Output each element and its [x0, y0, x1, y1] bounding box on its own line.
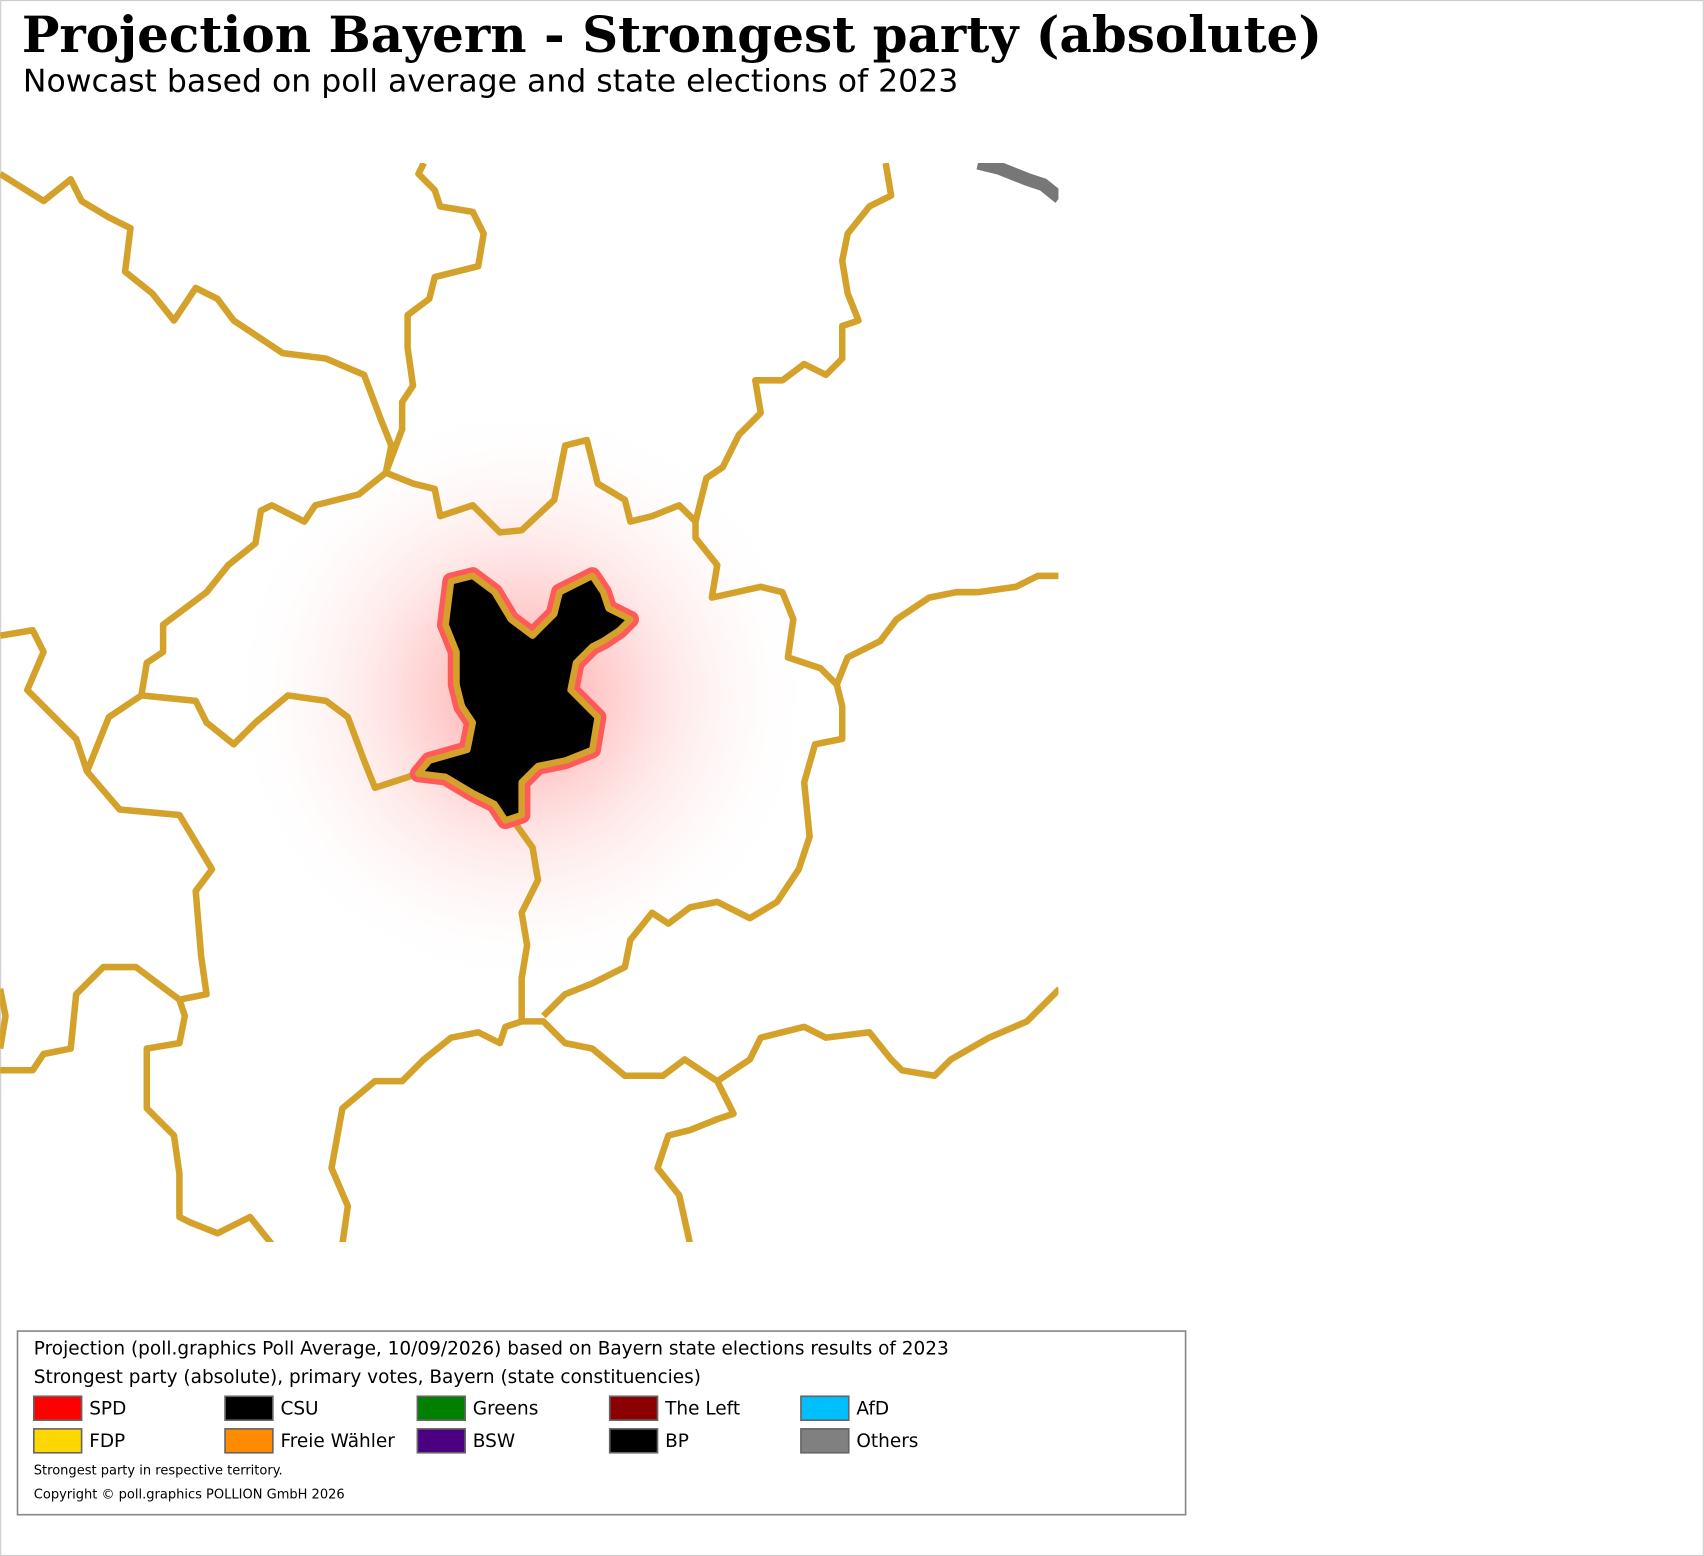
legend-line: Strongest party (absolute), primary vote…	[34, 1367, 701, 1388]
legend-swatch	[224, 1395, 274, 1421]
legend-label: BP	[665, 1431, 689, 1452]
legend-label: CSU	[280, 1398, 318, 1419]
legend-label: Others	[856, 1431, 918, 1452]
legend-swatch	[608, 1428, 659, 1454]
legend-label: AfD	[856, 1398, 889, 1419]
legend-label: Greens	[473, 1398, 539, 1419]
legend-label: FDP	[89, 1431, 125, 1452]
legend-swatch	[800, 1395, 850, 1421]
legend-swatch	[416, 1428, 466, 1454]
legend: Projection (poll.graphics Poll Average, …	[16, 1330, 1187, 1516]
legend-line: Projection (poll.graphics Poll Average, …	[34, 1339, 949, 1360]
map	[0, 162, 1059, 1242]
legend-swatch	[608, 1395, 659, 1421]
legend-swatch	[416, 1395, 466, 1421]
legend-note: Strongest party in respective territory.	[34, 1464, 283, 1479]
constituency-borders	[0, 162, 1059, 1242]
legend-label: The Left	[664, 1398, 740, 1419]
legend-swatch	[224, 1428, 274, 1454]
constituency-border	[415, 572, 634, 824]
legend-label: SPD	[89, 1398, 126, 1419]
legend-note: Copyright © poll.graphics POLLION GmbH 2…	[34, 1488, 345, 1503]
legend-label: Freie Wähler	[280, 1431, 395, 1452]
legend-label: BSW	[473, 1431, 515, 1452]
legend-swatch	[32, 1395, 83, 1421]
subtitle: Nowcast based on poll average and state …	[23, 63, 958, 99]
legend-swatch	[32, 1428, 83, 1454]
border-outside	[976, 162, 1059, 203]
legend-box	[16, 1330, 1187, 1516]
legend-swatch	[800, 1428, 850, 1454]
title: Projection Bayern - Strongest party (abs…	[22, 5, 1322, 64]
